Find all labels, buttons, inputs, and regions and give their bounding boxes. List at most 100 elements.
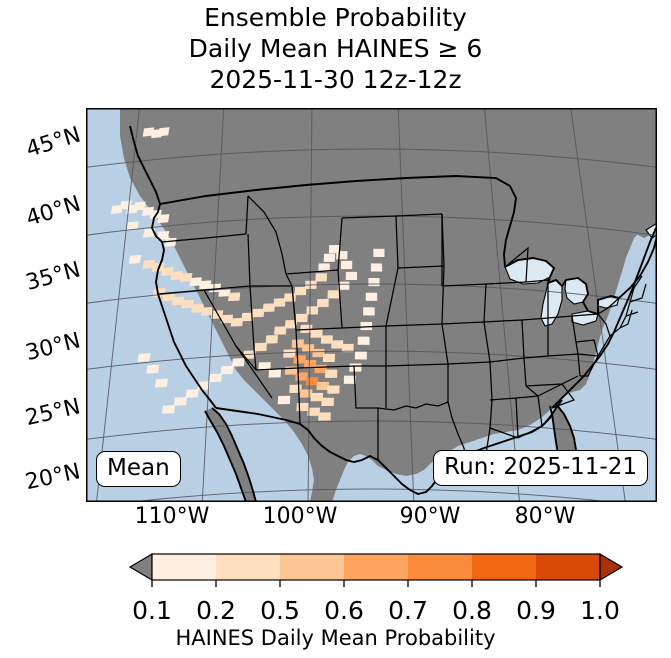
probability-cell [327,385,340,394]
lon-tick-100w: 100°W [262,504,338,529]
colorbar-segment-7 [536,554,600,580]
border-al-fl [517,425,543,439]
probability-cell [360,321,373,331]
border-ia-wi [485,281,527,285]
probability-cell [230,317,244,327]
baja-west-coast [204,410,247,502]
border-mn-ia-mo [441,213,449,365]
border-nd-mn [395,213,443,217]
border-wi-mi [504,246,529,283]
probability-cell [254,342,267,352]
probability-cell [345,271,358,281]
probability-cell [314,364,327,374]
probability-cell [208,283,222,293]
probability-cell [299,389,313,398]
probability-cell [368,278,380,287]
border-wv-va [577,353,599,377]
probability-cell [191,303,204,313]
colorbar-tick-label-8: 1.0 [580,596,620,625]
colorbar-under-arrow [128,552,153,582]
probability-cell [340,260,353,270]
title-line-2: Daily Mean HAINES ≥ 6 [188,34,483,63]
colorbar-tick-label-4: 0.6 [324,596,364,625]
probability-cell [321,397,334,406]
colorbar-tick-label-6: 0.8 [452,596,492,625]
meridian-80w [483,108,521,502]
colorbar-tick-label-1: 0.1 [132,596,172,625]
colorbar-panel[interactable]: 0.1 0.2 0.5 0.6 0.7 0.8 0.9 1.0 HAINES Daily Me… [0,548,671,658]
title-line-3: 2025-11-30 12z-12z [209,65,462,94]
border-ut-az-nm [255,367,299,371]
map-canvas[interactable] [86,108,657,502]
coastlines-and-borders [129,125,657,502]
colorbar-segment-4 [344,554,408,580]
probability-cell [320,335,333,344]
probability-cell [315,273,328,282]
probability-cell [200,307,214,316]
colorbar-tick-labels: 0.1 0.2 0.5 0.6 0.7 0.8 0.9 1.0 [0,596,671,626]
probability-cell [161,404,176,414]
chart-title: Ensemble Probability Daily Mean HAINES ≥… [0,2,671,95]
graticule [86,108,657,502]
probability-cell [289,384,302,394]
probability-cell [323,253,336,262]
probability-cell [373,248,385,258]
border-ut-co [295,329,299,369]
run-date-label-box: Run: 2025-11-21 [433,450,648,486]
probability-cell [199,280,212,290]
border-ne-ks [385,323,443,327]
us-canada-border-west [159,175,517,268]
probability-cell [341,343,354,353]
probability-cell [316,381,329,391]
border-oh-pa [547,315,579,355]
colorbar-canvas[interactable] [0,548,671,596]
probability-cell [265,335,278,344]
probability-cell [185,389,199,398]
probability-grid [110,127,385,421]
lat-tick-30n: 30°N [23,328,84,367]
border-az-nm [297,367,301,425]
probability-cell [312,348,325,358]
probability-cell [295,372,308,381]
colorbar-segment-3 [280,554,344,580]
border-pa-ny [571,313,599,317]
border-ok-tx [377,401,449,411]
lon-tick-90w: 90°W [399,504,461,529]
probability-cell [277,395,291,405]
probability-cell [273,298,286,307]
baja-east-coast [211,407,257,502]
pacific-coast [129,125,217,409]
border-wi-il-in-mi [525,279,549,318]
border-wa-or [161,233,247,243]
probability-cell [331,340,344,349]
map-panel[interactable]: Mean Run: 2025-11-21 [86,108,657,502]
probability-cell [268,369,282,378]
probability-cell [365,292,378,301]
border-wa-id [245,195,249,235]
probability-cell [302,344,315,353]
probability-cell [327,290,340,299]
border-pa-md [575,339,599,357]
probability-cell [154,378,168,388]
parallel-25n [126,488,617,502]
parallel-45n [86,215,657,236]
colorbar-segment-5 [408,554,472,580]
probability-cell [306,306,319,315]
parallel-35n [86,350,657,370]
probability-cell [209,373,222,383]
border-ms-gulf [489,427,519,439]
parallel-50n [86,148,657,168]
probability-cell [146,364,160,374]
probability-cell [316,298,329,308]
probability-cell [262,303,275,312]
border-mt-nd-sd [337,217,343,271]
probability-cell [295,313,308,323]
parallel-30n [86,420,657,440]
probability-cell [310,329,323,338]
probability-cell [110,204,124,215]
border-mo-ar [447,361,491,365]
probability-cell [283,349,296,358]
border-nh-me [629,283,647,303]
probability-cell [158,127,170,137]
colorbar-segment-6 [472,554,536,580]
